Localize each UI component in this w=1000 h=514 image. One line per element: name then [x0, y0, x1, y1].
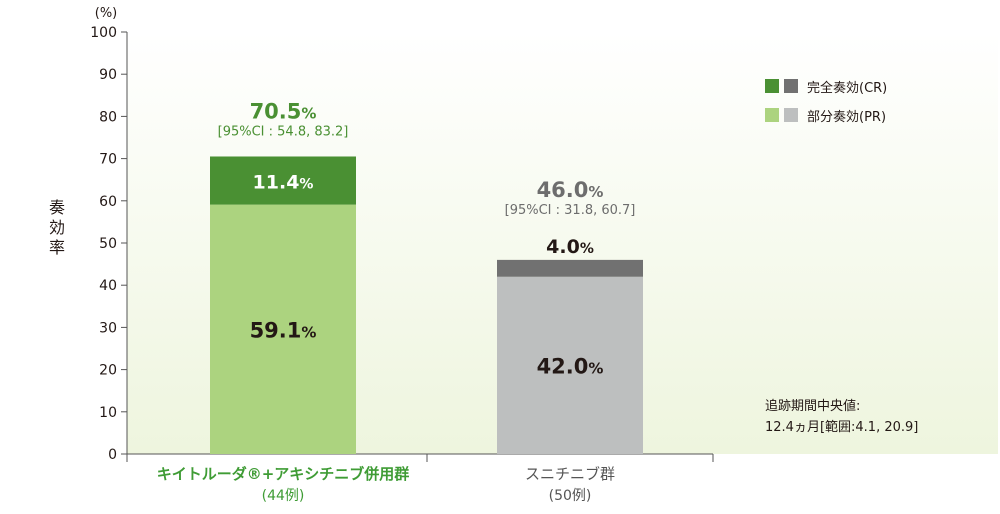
y-tick-label: 50: [99, 236, 117, 252]
y-tick-label: 60: [99, 194, 117, 210]
y-tick-label: 30: [99, 320, 117, 336]
legend-swatch-pr-control: [784, 108, 798, 122]
y-tick-label: 90: [99, 67, 117, 83]
follow-up-note-line2: 12.4ヵ月[範囲:4.1, 20.9]: [765, 420, 919, 435]
pr-value-label-2: 42.0%: [537, 354, 604, 378]
y-tick-label: 20: [99, 363, 117, 379]
bar-pr-1: [210, 204, 356, 454]
bar-pr-2: [497, 276, 643, 454]
y-tick-label: 40: [99, 278, 117, 294]
legend-item-cr: 完全奏効(CR): [765, 76, 887, 96]
follow-up-note-line1: 追跡期間中央値:: [765, 399, 861, 414]
ci-label-2: [95%CI : 31.8, 60.7]: [505, 203, 636, 218]
y-tick-label: 10: [99, 405, 117, 421]
y-tick-label: 0: [108, 447, 117, 463]
legend-swatch-pr-treatment: [765, 108, 779, 122]
bar-cr-2: [497, 259, 643, 277]
bar-cr-1: [210, 156, 356, 205]
y-tick-label: 70: [99, 152, 117, 168]
legend-swatch-cr-control: [784, 79, 798, 93]
total-value-label-2: 46.0%: [537, 178, 604, 202]
ci-label-1: [95%CI : 54.8, 83.2]: [218, 124, 349, 139]
pr-value-label-1: 59.1%: [250, 318, 317, 342]
y-axis-label: 奏効率: [49, 198, 65, 257]
follow-up-note: 追跡期間中央値: 12.4ヵ月[範囲:4.1, 20.9]: [765, 396, 918, 438]
legend-label-pr: 部分奏効(PR): [807, 109, 887, 125]
category-label-2: スニチニブ群: [525, 465, 615, 483]
legend-label-cr: 完全奏効(CR): [807, 80, 888, 96]
cr-value-label-1: 11.4%: [253, 172, 314, 194]
total-value-label-1: 70.5%: [250, 99, 317, 123]
legend-swatch-cr-treatment: [765, 79, 779, 93]
y-tick-label: 80: [99, 109, 117, 125]
y-tick-label: 100: [90, 25, 117, 41]
category-sublabel-2: (50例): [549, 488, 592, 504]
y-unit-label: (%): [95, 6, 118, 21]
legend: 完全奏効(CR) 部分奏効(PR): [765, 76, 887, 134]
category-sublabel-1: (44例): [262, 488, 305, 504]
cr-value-label-2: 4.0%: [546, 236, 594, 258]
legend-item-pr: 部分奏効(PR): [765, 105, 887, 125]
category-label-1: キイトルーダ®+アキシチニブ併用群: [157, 465, 410, 483]
